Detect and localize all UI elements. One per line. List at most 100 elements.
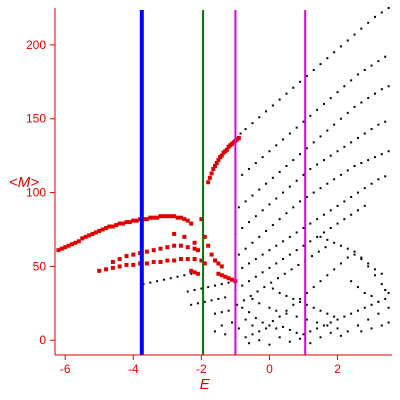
data-point (151, 259, 156, 264)
data-point (268, 266, 271, 269)
data-point (211, 166, 216, 171)
data-point (56, 248, 61, 253)
data-point (299, 153, 302, 156)
data-point (224, 296, 227, 299)
data-point (203, 300, 206, 303)
y-tick-label: 150 (26, 112, 46, 126)
data-point (278, 170, 281, 173)
y-axis-title: <M> (9, 174, 39, 191)
data-point (63, 245, 68, 250)
data-point (295, 331, 298, 334)
y-tick-label: 100 (26, 186, 46, 200)
data-point (278, 291, 281, 294)
data-point (322, 324, 325, 327)
data-point (216, 271, 221, 276)
data-point (256, 290, 259, 293)
data-point (261, 271, 264, 274)
y-tick-label: 200 (26, 38, 46, 52)
data-point (268, 203, 271, 206)
data-point (288, 340, 291, 343)
data-point (285, 164, 288, 167)
data-point (213, 330, 216, 333)
data-point (299, 80, 302, 83)
data-point (333, 315, 336, 318)
data-point (370, 182, 373, 185)
data-point (248, 262, 251, 265)
data-point (367, 262, 370, 265)
data-point (275, 197, 278, 200)
data-point (367, 21, 370, 24)
data-point (380, 272, 383, 275)
data-point (373, 92, 376, 95)
data-point (168, 214, 173, 219)
data-point (276, 277, 279, 280)
data-point (363, 69, 366, 72)
data-point (144, 217, 149, 222)
data-point (223, 274, 228, 279)
data-point (216, 261, 221, 266)
data-point (195, 248, 200, 253)
data-point (190, 303, 193, 306)
data-point (309, 222, 312, 225)
data-point (363, 291, 366, 294)
data-point (90, 231, 95, 236)
data-point (288, 328, 291, 331)
data-point (97, 268, 102, 273)
data-point (350, 79, 353, 82)
data-point (309, 240, 312, 243)
data-point (316, 218, 319, 221)
data-point (312, 69, 315, 72)
data-point (319, 187, 322, 190)
data-point (297, 263, 300, 266)
data-point (258, 302, 261, 305)
x-tick-label: -6 (60, 362, 71, 376)
data-point (356, 191, 359, 194)
data-point (156, 280, 159, 283)
data-point (104, 267, 109, 272)
data-point (162, 278, 165, 281)
data-point (268, 150, 271, 153)
data-point (353, 253, 356, 256)
data-point (350, 312, 353, 315)
data-point (302, 244, 305, 247)
data-point (360, 101, 363, 104)
data-point (370, 64, 373, 67)
data-point (241, 284, 244, 287)
data-point (185, 245, 190, 250)
data-point (292, 297, 295, 300)
data-point (251, 194, 254, 197)
data-point (206, 180, 211, 185)
data-point (190, 272, 193, 275)
vertical-lines (139, 10, 307, 355)
data-point (268, 324, 271, 327)
data-point (192, 257, 197, 262)
data-point (288, 253, 291, 256)
data-point (363, 204, 366, 207)
data-point (237, 253, 240, 256)
data-point (305, 318, 308, 321)
data-point (353, 164, 356, 167)
data-point (158, 214, 163, 219)
data-point (387, 291, 390, 294)
data-point (161, 214, 166, 219)
data-point (199, 258, 204, 263)
data-point (343, 200, 346, 203)
data-point (100, 227, 105, 232)
data-point (370, 128, 373, 131)
data-point (244, 200, 247, 203)
data-point (339, 45, 342, 48)
data-point (155, 215, 160, 220)
data-point (230, 277, 235, 282)
data-point (261, 209, 264, 212)
data-point (237, 206, 240, 209)
data-point (356, 136, 359, 139)
data-point (282, 191, 285, 194)
data-point (178, 215, 183, 220)
data-point (316, 327, 319, 330)
data-point (271, 224, 274, 227)
y-tick-label: 50 (33, 259, 47, 273)
data-point (127, 220, 132, 225)
data-point (326, 129, 329, 132)
ticks: -6 -4 -2 0 2 0 50 100 150 200 (26, 38, 341, 376)
